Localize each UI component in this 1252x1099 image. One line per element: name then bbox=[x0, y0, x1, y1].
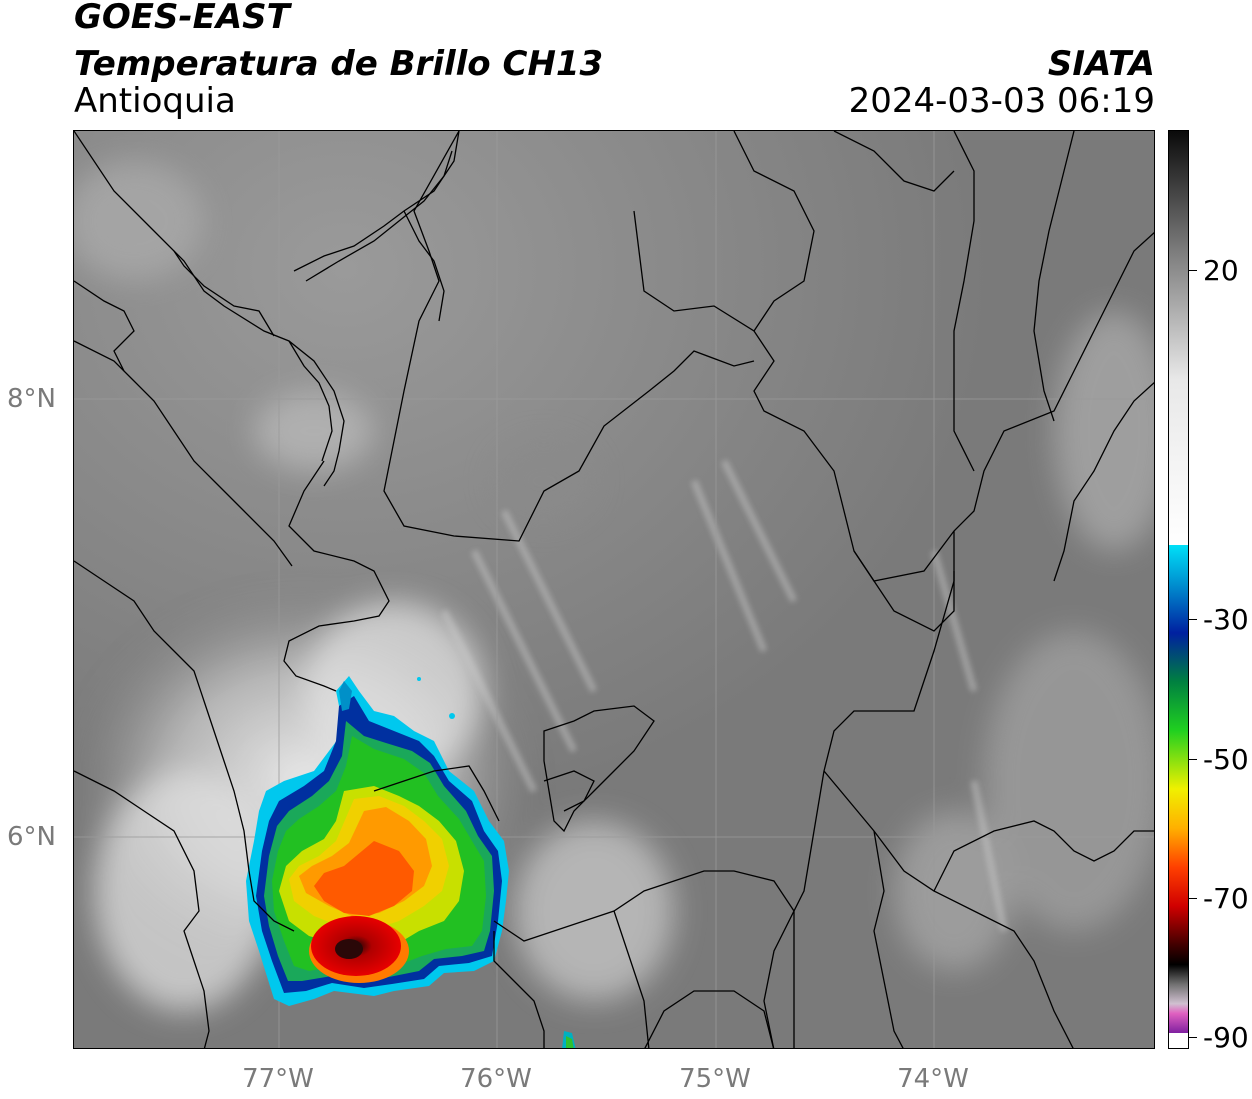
colorbar-tick bbox=[1189, 619, 1197, 620]
product-title: Temperatura de Brillo CH13 bbox=[74, 44, 604, 84]
colorbar-label-20: 20 bbox=[1203, 254, 1239, 287]
colorbar-tick bbox=[1189, 270, 1197, 271]
satellite-title: GOES-EAST bbox=[74, 0, 290, 37]
colorbar-tick bbox=[1189, 759, 1197, 760]
storm-cluster bbox=[246, 676, 576, 1048]
agency-label: SIATA bbox=[1047, 44, 1155, 84]
colorbar-tick bbox=[1189, 1037, 1197, 1038]
colorbar-tick bbox=[1189, 898, 1197, 899]
datetime-label: 2024-03-03 06:19 bbox=[848, 81, 1155, 121]
colorbar-label-minus70: -70 bbox=[1203, 882, 1249, 915]
lon-label-76w: 76°W bbox=[460, 1064, 532, 1094]
region-label: Antioquia bbox=[74, 81, 236, 121]
lat-label-6n: 6°N bbox=[7, 822, 56, 852]
colorbar bbox=[1168, 130, 1189, 1049]
lon-label-77w: 77°W bbox=[242, 1064, 314, 1094]
lon-label-75w: 75°W bbox=[679, 1064, 751, 1094]
lon-label-74w: 74°W bbox=[897, 1064, 969, 1094]
colorbar-label-minus30: -30 bbox=[1203, 603, 1249, 636]
colorbar-label-minus50: -50 bbox=[1203, 743, 1249, 776]
colorbar-label-minus90: -90 bbox=[1203, 1021, 1249, 1054]
lat-label-8n: 8°N bbox=[7, 384, 56, 414]
satellite-map bbox=[73, 130, 1155, 1049]
